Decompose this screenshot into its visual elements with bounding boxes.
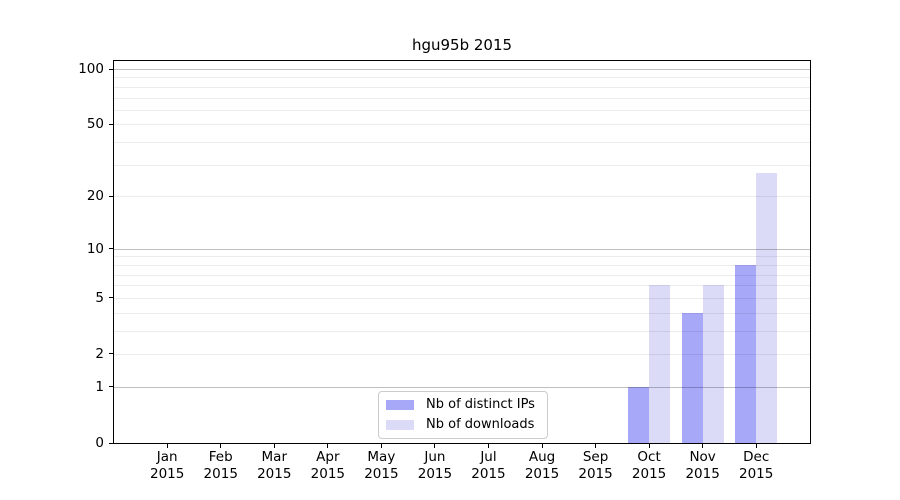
gridline-minor-70 xyxy=(114,97,810,99)
bar-nb-of-downloads-oct xyxy=(649,285,671,443)
x-tick-dec xyxy=(755,444,757,448)
gridline-minor-3 xyxy=(114,330,810,332)
y-tick-label-50: 50 xyxy=(86,116,104,133)
legend: Nb of distinct IPs Nb of downloads xyxy=(378,391,548,439)
gridline-minor-90 xyxy=(114,77,810,79)
x-tick-label-feb: Feb 2015 xyxy=(181,449,261,483)
gridline-minor-60 xyxy=(114,109,810,111)
x-tick-month: Jun xyxy=(424,449,446,465)
y-tick-1 xyxy=(109,386,113,388)
y-tick-0 xyxy=(109,442,113,444)
x-tick-label-mar: Mar 2015 xyxy=(234,449,314,483)
x-tick-year: 2015 xyxy=(257,466,292,482)
x-tick-jul xyxy=(487,444,489,448)
x-tick-year: 2015 xyxy=(578,466,613,482)
x-tick-sep xyxy=(595,444,597,448)
bar-nb-of-downloads-nov xyxy=(702,285,724,443)
x-tick-year: 2015 xyxy=(524,466,560,482)
x-tick-aug xyxy=(541,444,543,448)
plot-area xyxy=(113,60,811,444)
legend-swatch-distinct-ips xyxy=(386,400,414,410)
x-tick-month: Sep xyxy=(582,449,609,465)
x-tick-feb xyxy=(220,444,222,448)
legend-label-downloads: Nb of downloads xyxy=(426,417,535,432)
y-tick-label-10: 10 xyxy=(86,240,104,257)
y-tick-label-1: 1 xyxy=(95,378,104,395)
x-tick-label-sep: Sep 2015 xyxy=(556,449,636,483)
bar-nb-of-distinct-ips-oct xyxy=(628,386,650,443)
x-tick-year: 2015 xyxy=(310,466,345,482)
y-tick-2 xyxy=(109,353,113,355)
y-tick-label-100: 100 xyxy=(78,61,104,77)
gridline-major-100 xyxy=(114,69,810,70)
x-tick-year: 2015 xyxy=(417,466,453,482)
x-tick-month: Dec xyxy=(743,449,770,465)
chart-title: hgu95b 2015 xyxy=(411,36,513,54)
legend-entry-downloads: Nb of downloads xyxy=(386,417,535,433)
x-tick-jan xyxy=(166,444,168,448)
x-tick-nov xyxy=(702,444,704,448)
x-tick-label-oct: Oct 2015 xyxy=(609,449,689,483)
gridline-minor-40 xyxy=(114,142,810,144)
gridline-major-1 xyxy=(114,386,810,388)
bar-nb-of-distinct-ips-nov xyxy=(681,312,703,443)
gridline-minor-6 xyxy=(114,285,810,287)
x-tick-label-jun: Jun 2015 xyxy=(395,449,475,483)
y-tick-50 xyxy=(109,123,113,125)
legend-entry-distinct-ips: Nb of distinct IPs xyxy=(386,397,535,413)
gridline-minor-20 xyxy=(114,196,810,198)
y-tick-label-2: 2 xyxy=(95,345,104,362)
x-tick-month: Mar xyxy=(261,449,288,465)
legend-swatch-downloads xyxy=(386,420,414,430)
x-tick-year: 2015 xyxy=(631,466,667,482)
x-tick-year: 2015 xyxy=(150,466,185,482)
x-tick-label-jul: Jul 2015 xyxy=(448,449,528,483)
gridline-minor-5 xyxy=(114,297,810,299)
gridline-minor-7 xyxy=(114,274,810,276)
y-tick-5 xyxy=(109,297,113,299)
x-tick-apr xyxy=(327,444,329,448)
x-tick-year: 2015 xyxy=(364,466,399,482)
x-tick-month: Nov xyxy=(689,449,716,465)
gridline-minor-50 xyxy=(114,124,810,126)
y-tick-10 xyxy=(109,248,113,250)
x-tick-label-may: May 2015 xyxy=(341,449,421,483)
y-tick-label-5: 5 xyxy=(95,289,104,306)
x-tick-label-apr: Apr 2015 xyxy=(288,449,368,483)
x-tick-month: Oct xyxy=(637,449,661,465)
x-tick-month: Apr xyxy=(316,449,340,465)
x-tick-month: Jan xyxy=(156,449,178,465)
bar-nb-of-distinct-ips-dec xyxy=(735,264,757,443)
legend-label-distinct-ips: Nb of distinct IPs xyxy=(426,397,535,412)
x-tick-jun xyxy=(434,444,436,448)
gridline-minor-80 xyxy=(114,86,810,88)
y-tick-100 xyxy=(109,68,113,70)
x-tick-oct xyxy=(648,444,650,448)
x-tick-month: May xyxy=(367,449,396,465)
gridline-minor-9 xyxy=(114,256,810,258)
x-tick-month: Aug xyxy=(528,449,556,465)
y-tick-label-20: 20 xyxy=(86,188,104,205)
x-tick-may xyxy=(380,444,382,448)
y-tick-label-0: 0 xyxy=(95,435,104,451)
gridline-major-10 xyxy=(114,248,810,250)
x-tick-month: Feb xyxy=(208,449,233,465)
gridline-minor-30 xyxy=(114,164,810,166)
gridline-minor-2 xyxy=(114,354,810,355)
x-tick-year: 2015 xyxy=(471,466,506,482)
x-tick-year: 2015 xyxy=(203,466,238,482)
x-tick-label-jan: Jan 2015 xyxy=(127,449,207,483)
y-tick-20 xyxy=(109,195,113,197)
gridline-minor-8 xyxy=(114,264,810,266)
x-tick-mar xyxy=(273,444,275,448)
x-tick-label-aug: Aug 2015 xyxy=(502,449,582,483)
x-tick-label-dec: Dec 2015 xyxy=(716,449,796,483)
x-tick-month: Jul xyxy=(480,449,497,465)
x-tick-year: 2015 xyxy=(739,466,774,482)
x-tick-year: 2015 xyxy=(685,466,720,482)
x-tick-label-nov: Nov 2015 xyxy=(663,449,743,483)
gridline-minor-4 xyxy=(114,312,810,314)
bar-nb-of-downloads-dec xyxy=(756,172,778,443)
